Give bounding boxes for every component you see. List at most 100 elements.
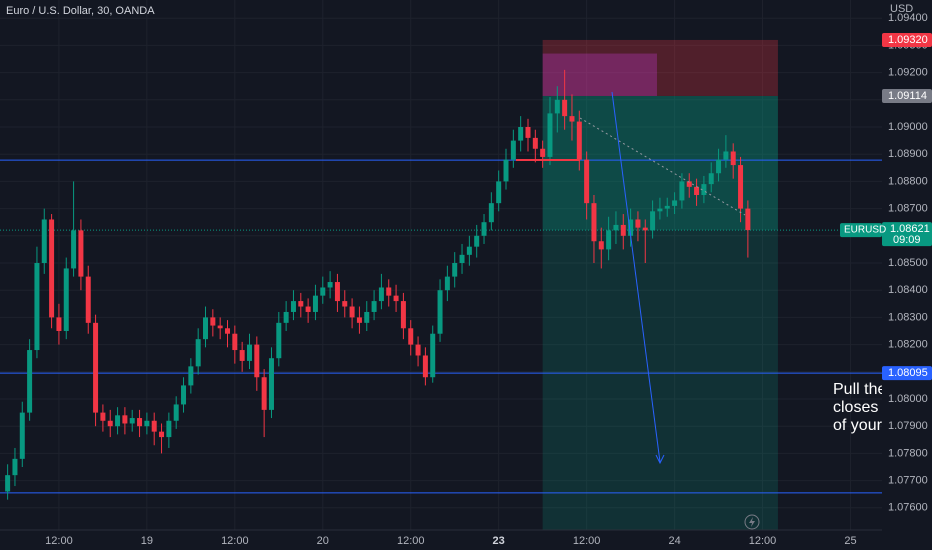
candle-body bbox=[312, 295, 318, 312]
last-price-label: 1.08621 bbox=[890, 223, 930, 235]
candle-body bbox=[444, 276, 450, 291]
candle-body bbox=[650, 211, 656, 231]
candle-body bbox=[606, 230, 612, 250]
candle-body bbox=[203, 317, 209, 340]
candle-body bbox=[34, 263, 40, 351]
candle-body bbox=[635, 219, 641, 228]
countdown: 09:09 bbox=[893, 234, 921, 246]
y-tick-label: 1.08000 bbox=[888, 393, 928, 405]
candle-body bbox=[151, 420, 157, 432]
candle-body bbox=[268, 358, 274, 410]
y-tick-label: 1.09200 bbox=[888, 67, 928, 79]
candle-body bbox=[5, 475, 11, 492]
candle-body bbox=[166, 420, 172, 438]
price-label: 1.08095 bbox=[888, 367, 928, 379]
candle-body bbox=[488, 203, 494, 223]
candle-body bbox=[569, 116, 575, 122]
candle-body bbox=[349, 306, 355, 318]
candle-body bbox=[613, 224, 619, 231]
candle-body bbox=[554, 99, 560, 114]
candle-body bbox=[386, 287, 392, 296]
candle-body bbox=[371, 301, 377, 312]
x-tick-label: 24 bbox=[668, 535, 680, 547]
x-tick-label: 12:00 bbox=[397, 535, 425, 547]
candle-body bbox=[694, 186, 700, 195]
candle-body bbox=[137, 418, 143, 427]
candle-body bbox=[664, 205, 670, 209]
x-tick-label: 12:00 bbox=[573, 535, 601, 547]
dotted-path[interactable] bbox=[579, 117, 746, 216]
candles bbox=[5, 69, 751, 500]
candle-body bbox=[100, 412, 106, 421]
candle-body bbox=[518, 126, 524, 141]
candle-body bbox=[195, 339, 201, 367]
candle-body bbox=[122, 415, 128, 424]
x-tick-label: 12:00 bbox=[45, 535, 73, 547]
y-tick-label: 1.07600 bbox=[888, 502, 928, 514]
candle-body bbox=[63, 268, 69, 332]
candle-body bbox=[466, 246, 472, 255]
candle-body bbox=[393, 295, 399, 302]
candle-body bbox=[481, 222, 487, 236]
candle-body bbox=[27, 350, 33, 413]
candle-body bbox=[254, 344, 260, 378]
candle-body bbox=[400, 301, 406, 329]
candle-body bbox=[290, 301, 296, 312]
candle-body bbox=[672, 200, 678, 206]
candle-body bbox=[173, 404, 179, 421]
candle-body bbox=[628, 219, 634, 236]
x-tick-label: 23 bbox=[493, 535, 505, 547]
candle-body bbox=[452, 263, 458, 277]
candle-body bbox=[598, 241, 604, 250]
candle-body bbox=[496, 181, 502, 204]
y-tick-label: 1.07700 bbox=[888, 475, 928, 487]
candle-body bbox=[437, 290, 443, 334]
candle-body bbox=[115, 415, 121, 427]
candle-body bbox=[730, 151, 736, 166]
axes: 1.076001.077001.078001.079001.080001.081… bbox=[45, 12, 932, 547]
candle-body bbox=[474, 235, 480, 247]
candle-body bbox=[224, 328, 230, 334]
candle-body bbox=[342, 301, 348, 307]
candle-body bbox=[129, 418, 135, 424]
arrow-head[interactable] bbox=[655, 454, 665, 465]
replay-icon[interactable] bbox=[744, 514, 760, 530]
candle-body bbox=[210, 317, 216, 326]
x-tick-label: 12:00 bbox=[221, 535, 249, 547]
symbol-label: EURUSD bbox=[844, 225, 886, 236]
candle-body bbox=[181, 385, 187, 405]
candle-body bbox=[78, 230, 84, 277]
annotation-text: Pull the bbox=[833, 381, 886, 398]
time-axis[interactable] bbox=[0, 530, 932, 550]
y-tick-label: 1.08300 bbox=[888, 311, 928, 323]
stop-zone bbox=[542, 39, 778, 96]
x-tick-label: 19 bbox=[141, 535, 153, 547]
y-tick-label: 1.08700 bbox=[888, 203, 928, 215]
y-tick-label: 1.08800 bbox=[888, 175, 928, 187]
candle-body bbox=[408, 328, 414, 345]
candle-body bbox=[144, 420, 150, 427]
price-label: 1.09114 bbox=[888, 90, 927, 102]
candle-body bbox=[19, 412, 25, 459]
candle-body bbox=[657, 208, 663, 212]
arrow-line[interactable] bbox=[611, 91, 661, 463]
candle-body bbox=[56, 317, 62, 332]
candle-body bbox=[686, 181, 692, 187]
drawings[interactable] bbox=[516, 91, 760, 530]
y-tick-label: 1.07800 bbox=[888, 447, 928, 459]
candle-body bbox=[320, 287, 326, 296]
y-tick-label: 1.08900 bbox=[888, 148, 928, 160]
candle-body bbox=[532, 137, 538, 149]
candle-body bbox=[723, 151, 729, 160]
candle-body bbox=[356, 317, 362, 323]
price-axis[interactable] bbox=[882, 0, 932, 550]
candle-body bbox=[71, 230, 77, 269]
candle-body bbox=[642, 227, 648, 231]
candle-body bbox=[159, 431, 165, 438]
candle-body bbox=[364, 311, 370, 323]
candle-body bbox=[459, 254, 465, 264]
y-tick-label: 1.08500 bbox=[888, 257, 928, 269]
candle-body bbox=[41, 219, 47, 264]
